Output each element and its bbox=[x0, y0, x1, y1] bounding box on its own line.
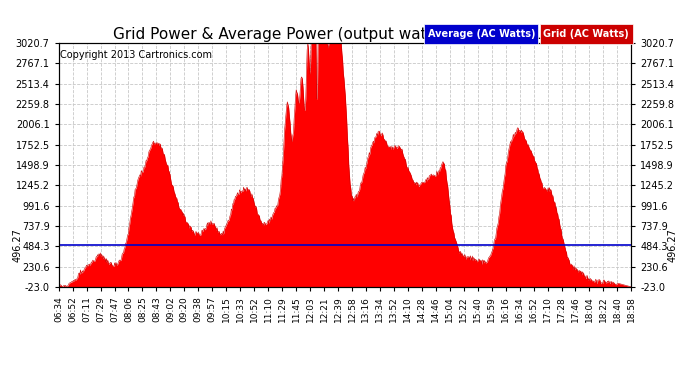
FancyBboxPatch shape bbox=[424, 24, 538, 44]
Text: Grid (AC Watts): Grid (AC Watts) bbox=[543, 29, 629, 39]
Text: Copyright 2013 Cartronics.com: Copyright 2013 Cartronics.com bbox=[60, 51, 212, 60]
Text: 496.27: 496.27 bbox=[668, 228, 678, 262]
Title: Grid Power & Average Power (output watts)  Sat Apr 6 19:06: Grid Power & Average Power (output watts… bbox=[113, 27, 577, 42]
Text: 496.27: 496.27 bbox=[12, 228, 22, 262]
FancyBboxPatch shape bbox=[540, 24, 633, 44]
Text: Average (AC Watts): Average (AC Watts) bbox=[428, 29, 535, 39]
